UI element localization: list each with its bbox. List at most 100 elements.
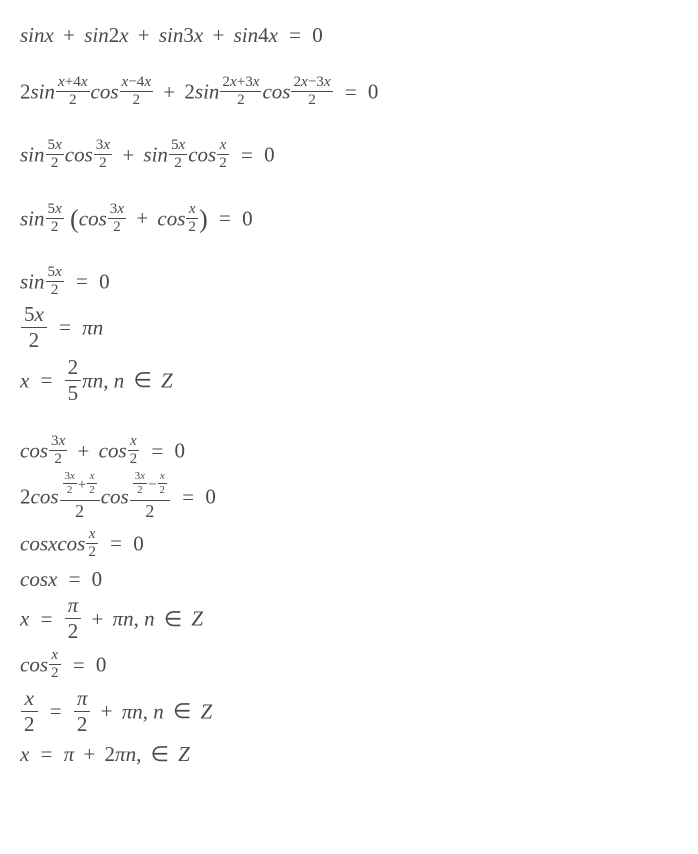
t: x (20, 368, 29, 392)
t: x (20, 742, 29, 766)
t: 2 (20, 80, 31, 104)
frac: 5x2 (169, 138, 187, 171)
t: cos (79, 206, 107, 230)
frac: x2 (21, 688, 38, 735)
t: 0 (205, 485, 216, 509)
t: sin (143, 143, 168, 167)
eq-line-6f: cosx2 = 0 (20, 650, 678, 683)
t: π (82, 368, 93, 392)
t: 3 (183, 23, 194, 47)
frac: 5x2 (46, 138, 64, 171)
t: n (144, 607, 155, 631)
t: n (123, 607, 134, 631)
eq-line-5b: 5x2 = πn (20, 306, 678, 353)
t: cos (91, 80, 119, 104)
t: 2 (184, 80, 195, 104)
eq-line-6h: x = π + 2πn, ∈ Z (20, 743, 678, 766)
op-eq: = (289, 23, 301, 47)
t: sin (84, 23, 109, 47)
t: cos (20, 439, 48, 463)
op-eq: = (76, 269, 88, 293)
t: sin (31, 80, 56, 104)
eq-line-6g: x2 = π2 + πn, n ∈ Z (20, 690, 678, 737)
t: π (122, 699, 133, 723)
op-eq: = (41, 607, 53, 631)
op-plus: + (101, 699, 113, 723)
op-eq: = (50, 699, 62, 723)
op-eq: = (59, 315, 71, 339)
op-eq: = (73, 653, 85, 677)
eq-group-5: sin5x2 = 0 5x2 = πn x = 25πn, n ∈ Z (20, 267, 678, 406)
frac: 5x2 (21, 304, 47, 351)
frac: π2 (74, 688, 91, 735)
t: π (64, 742, 75, 766)
t: sin (20, 23, 45, 47)
op-plus: + (212, 23, 224, 47)
t: cos (101, 485, 129, 509)
t: cos (65, 143, 93, 167)
lparen: ( (70, 204, 79, 233)
t: Z (161, 368, 173, 392)
t: sin (20, 206, 45, 230)
op-eq: = (41, 742, 53, 766)
frac: 3x2 (108, 202, 126, 235)
frac: x2 (49, 648, 61, 681)
t: cos (20, 567, 48, 591)
t: x (119, 23, 128, 47)
frac: x2 (86, 527, 98, 560)
t: Z (178, 742, 190, 766)
eq-line-4: sin5x2 (cos3x2 + cosx2) = 0 (20, 204, 678, 237)
t: sin (20, 143, 45, 167)
eq-line-6e: x = π2 + πn, n ∈ Z (20, 597, 678, 644)
t: n (114, 368, 125, 392)
t: 0 (133, 531, 144, 555)
t: 0 (264, 143, 275, 167)
op-plus: + (63, 23, 75, 47)
op-eq: = (241, 143, 253, 167)
frac: 2x+3x2 (220, 75, 261, 108)
frac: 5x2 (46, 202, 64, 235)
eq-line-3: sin5x2cos3x2 + sin5x2cosx2 = 0 (20, 140, 678, 173)
op-in: ∈ (133, 368, 151, 392)
t: cos (157, 206, 185, 230)
t: , (134, 607, 139, 631)
frac: 3x2 (49, 434, 67, 467)
t: 2 (20, 485, 31, 509)
t: , (143, 699, 148, 723)
t: cos (20, 653, 48, 677)
frac: x2 (217, 138, 229, 171)
t: 4 (258, 23, 269, 47)
frac: 2x−3x2 (291, 75, 332, 108)
eq-line-6a: cos3x2 + cosx2 = 0 (20, 436, 678, 469)
t: n (126, 742, 137, 766)
t: cos (99, 439, 127, 463)
eq-line-6c: cosxcosx2 = 0 (20, 529, 678, 562)
eq-line-5a: sin5x2 = 0 (20, 267, 678, 300)
frac: π2 (65, 595, 82, 642)
frac: 5x2 (46, 265, 64, 298)
cfrac: 3x2+x22 (60, 473, 100, 521)
t: cos (188, 143, 216, 167)
op-eq: = (41, 368, 53, 392)
op-eq: = (182, 485, 194, 509)
op-plus: + (78, 439, 90, 463)
t: n (132, 699, 143, 723)
op-eq: = (110, 531, 122, 555)
t: 0 (96, 653, 107, 677)
t: x (20, 607, 29, 631)
t: sin (159, 23, 184, 47)
frac: x2 (186, 202, 198, 235)
t: , (136, 742, 141, 766)
t: cos (31, 485, 59, 509)
t: π (113, 607, 124, 631)
t: 0 (312, 23, 323, 47)
t: 2 (105, 742, 116, 766)
t: Z (201, 699, 213, 723)
op-in: ∈ (173, 699, 191, 723)
rparen: ) (199, 204, 208, 233)
op-in: ∈ (164, 607, 182, 631)
t: 0 (92, 567, 103, 591)
eq-line-5c: x = 25πn, n ∈ Z (20, 359, 678, 406)
eq-group-6: cos3x2 + cosx2 = 0 2cos3x2+x22cos3x2−x22… (20, 436, 678, 766)
t: 0 (242, 206, 253, 230)
